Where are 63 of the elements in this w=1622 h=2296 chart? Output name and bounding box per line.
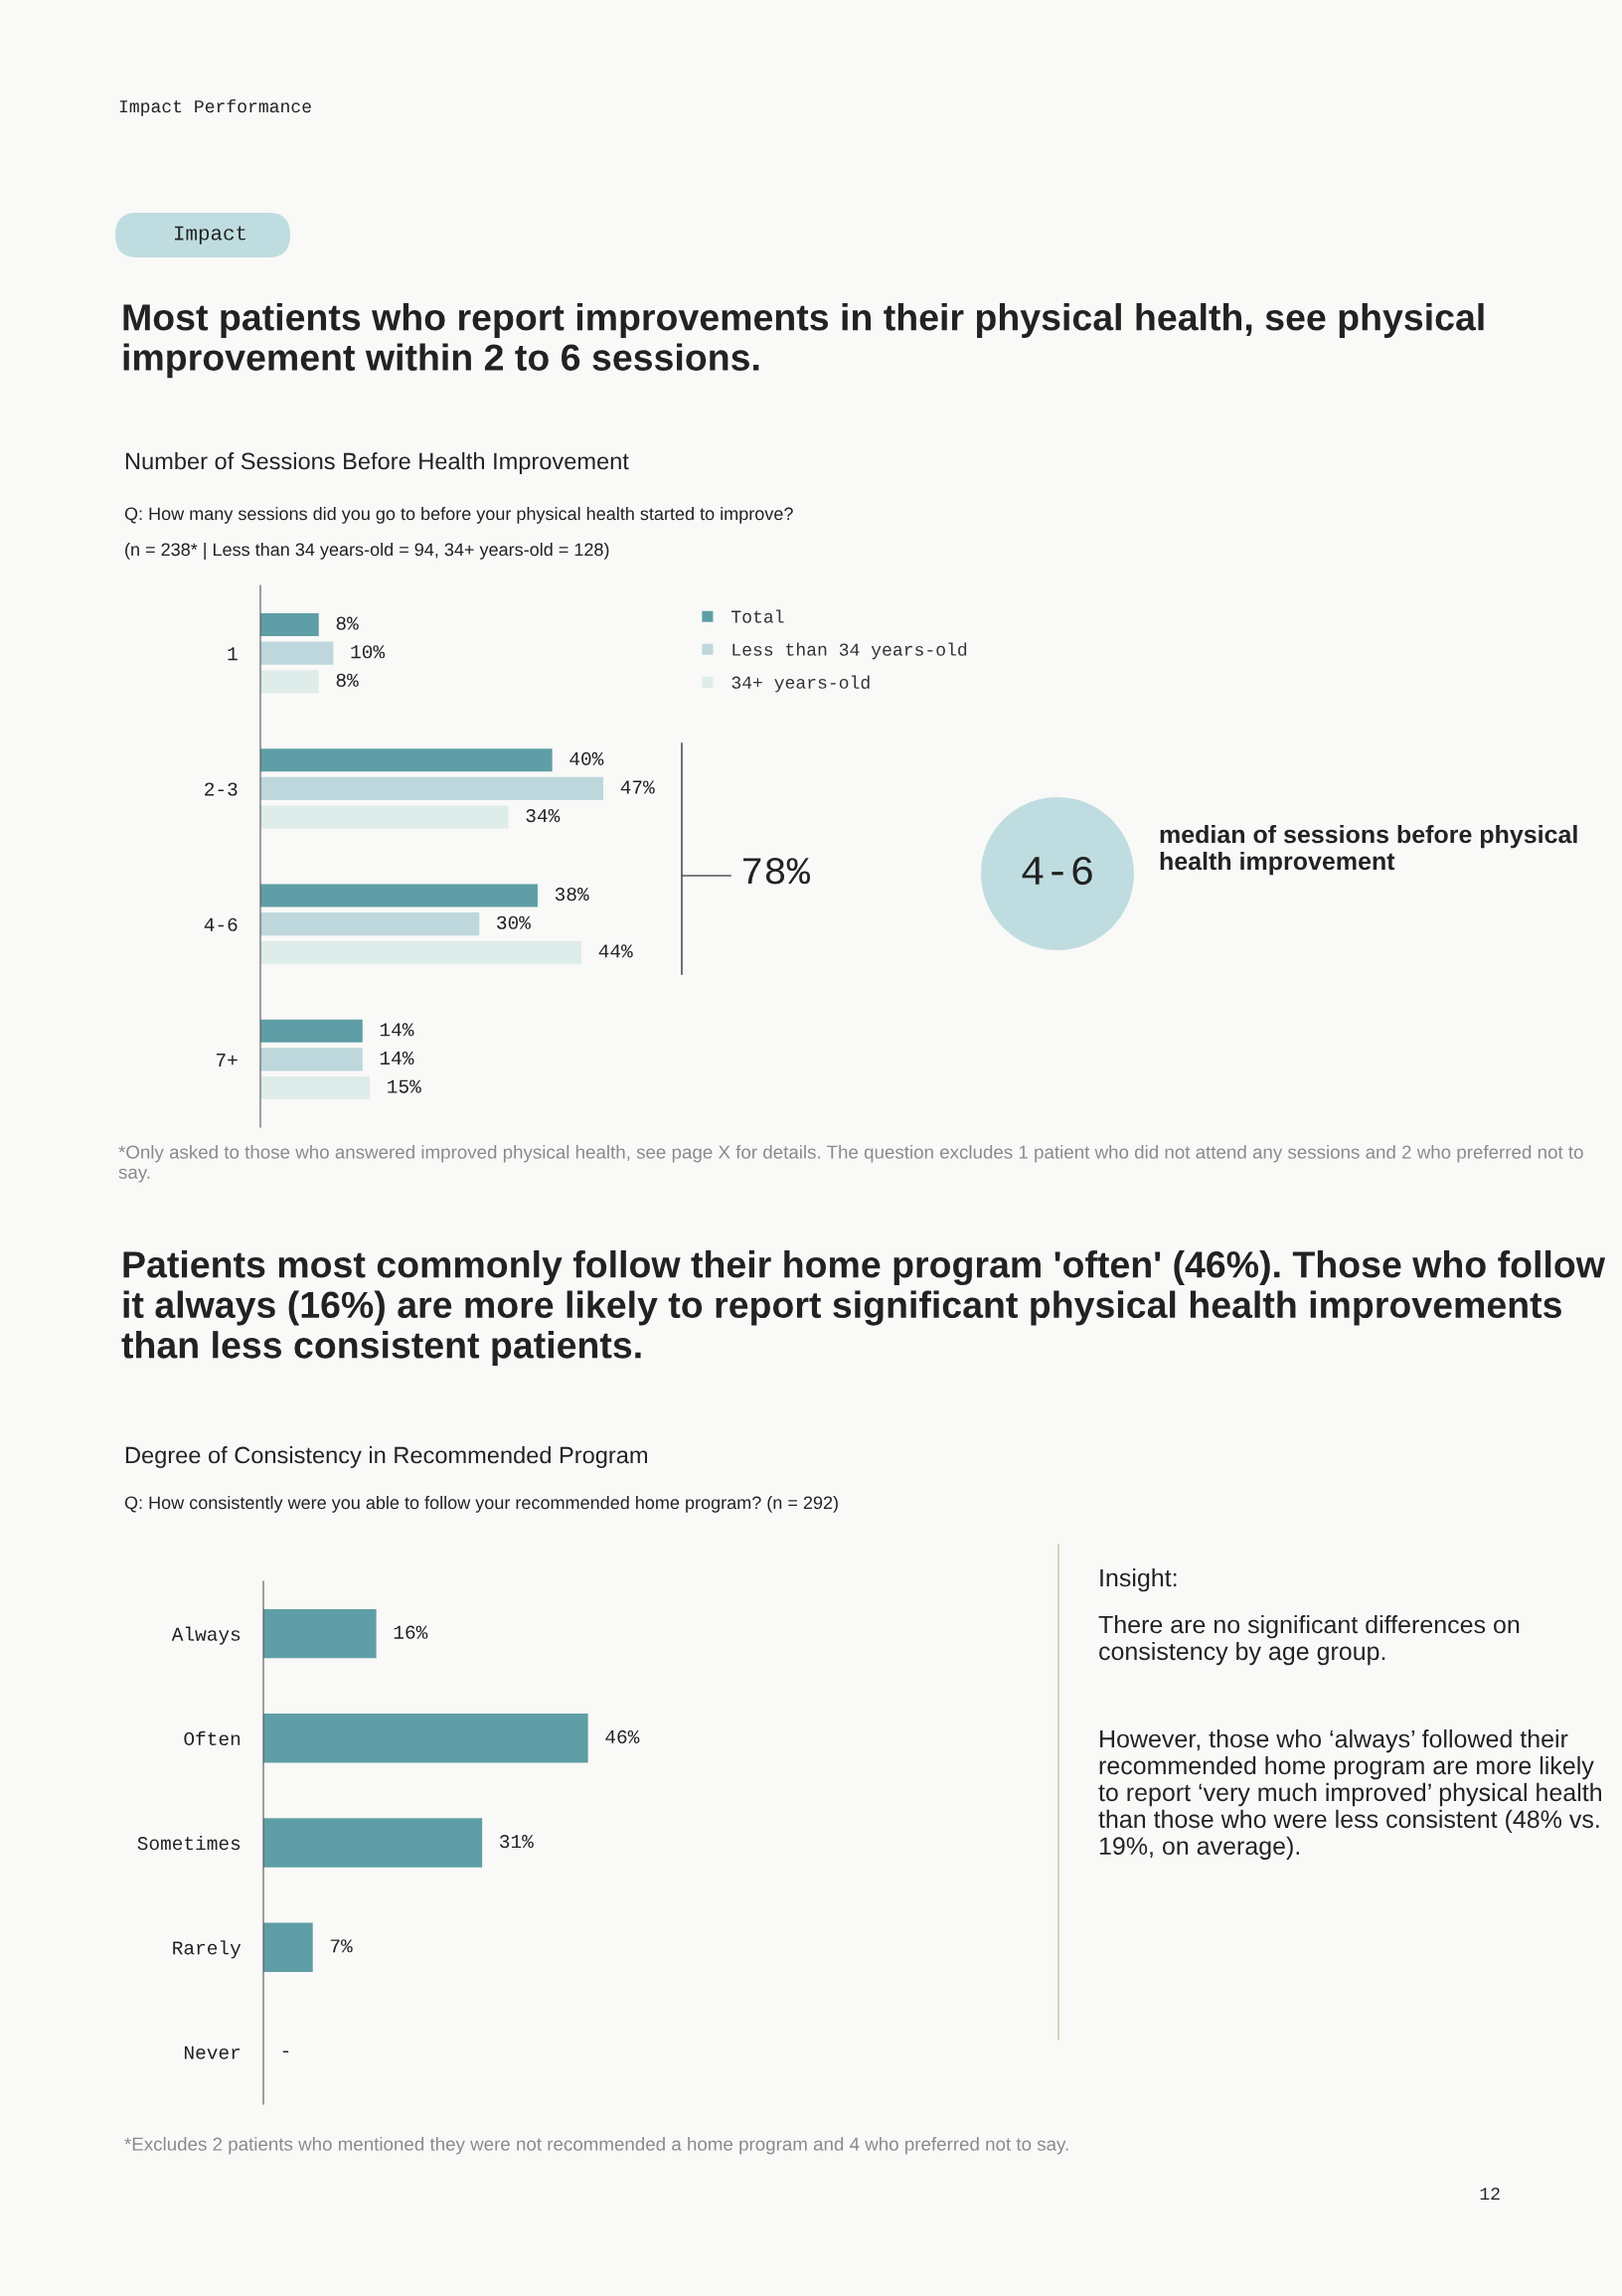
- data-label: 8%: [336, 616, 359, 630]
- data-label: 16%: [394, 1625, 428, 1639]
- y-tick-label: 1: [228, 647, 238, 661]
- bar: [260, 612, 319, 637]
- y-tick-label: Always: [171, 1626, 241, 1645]
- bar: [260, 670, 319, 694]
- data-label: 8%: [336, 673, 359, 687]
- text: *Excludes 2 patients who mentioned they were not recommended a home program and 4 who preferred not to say.: [124, 2137, 1068, 2155]
- y-tick-label: Often: [184, 1730, 241, 1746]
- bar: [263, 1922, 313, 1972]
- text: Insight:: [1100, 1568, 1177, 1592]
- bar: [260, 805, 509, 829]
- text: Patients most commonly follow their home program 'often' (46%). Those who follow it always (16%) are more likely to report significant physical health improvements than less consistent patients.: [121, 1250, 1606, 1367]
- bar: [260, 912, 480, 936]
- data-label: 31%: [500, 1835, 534, 1849]
- y-tick-label: Never: [184, 2046, 241, 2059]
- text: 78%: [743, 858, 811, 885]
- bar: [260, 940, 581, 964]
- data-label: 34%: [526, 809, 561, 823]
- text: There are no significant differences on consistency by age group.: [1098, 1615, 1520, 1666]
- bar: [263, 1714, 588, 1763]
- y-tick-label: Sometimes: [137, 1835, 241, 1851]
- bar: [260, 1075, 371, 1100]
- legend-label: Less than 34 years-old: [732, 642, 967, 660]
- bar: [260, 1048, 363, 1071]
- bar: [263, 1608, 377, 1659]
- text: Impact Performance: [119, 99, 311, 116]
- data-label: 14%: [380, 1023, 414, 1037]
- bar: [263, 1818, 483, 1868]
- bar: [260, 776, 604, 800]
- text: *Only asked to those who answered improved physical health, see page X for details. The question excludes 1 patient who did not attend any sessions and 2 who preferred not to say.: [118, 1145, 1583, 1183]
- chart-subtitle: Q: How many sessions did you go to before your physical health started to improve?: [124, 507, 793, 524]
- bar: [260, 641, 334, 665]
- y-tick-label: 7+: [216, 1054, 238, 1066]
- bar: [260, 748, 553, 772]
- data-label: 44%: [598, 944, 633, 958]
- text: 12: [1480, 2188, 1500, 2201]
- data-label: 14%: [380, 1051, 414, 1066]
- legend-label: 34+ years-old: [731, 675, 870, 693]
- text: 4-6: [1022, 856, 1092, 886]
- y-tick-label: Rarely: [173, 1940, 242, 1959]
- data-label: 40%: [569, 751, 604, 765]
- text: Most patients who report improvements in their physical health, see physical improvement within 2 to 6 sessions.: [123, 303, 1484, 379]
- text: median of sessions before physical health improvement: [1160, 825, 1577, 876]
- chart-title: Degree of Consistency in Recommended Program: [125, 1446, 647, 1469]
- data-label: 38%: [555, 888, 589, 902]
- data-label: 46%: [605, 1729, 640, 1744]
- legend-label: Total: [731, 609, 784, 623]
- bar: [260, 884, 538, 907]
- bar: [260, 1019, 363, 1043]
- data-label: 47%: [620, 780, 655, 794]
- y-tick-label: 4-6: [204, 917, 238, 931]
- chart-title: Number of Sessions Before Health Improvement: [125, 452, 629, 475]
- text: Impact: [175, 226, 245, 245]
- data-label: 7%: [330, 1939, 353, 1953]
- text: -: [282, 2050, 289, 2053]
- data-label: 15%: [388, 1079, 421, 1093]
- chart-subtitle: Q: How consistently were you able to follow your recommended home program? (n = 292): [124, 1496, 838, 1513]
- text: However, those who ‘always’ followed their recommended home program are more likely to report ‘very much improved’ physical health than those who were less consistent (48% vs. 19%, on average).: [1098, 1729, 1601, 1861]
- y-tick-label: 2-3: [205, 782, 238, 796]
- text: (n = 238* | Less than 34 years-old = 94, 34+ years-old = 128): [125, 543, 609, 560]
- data-label: 30%: [497, 915, 531, 929]
- data-label: 10%: [351, 645, 386, 659]
